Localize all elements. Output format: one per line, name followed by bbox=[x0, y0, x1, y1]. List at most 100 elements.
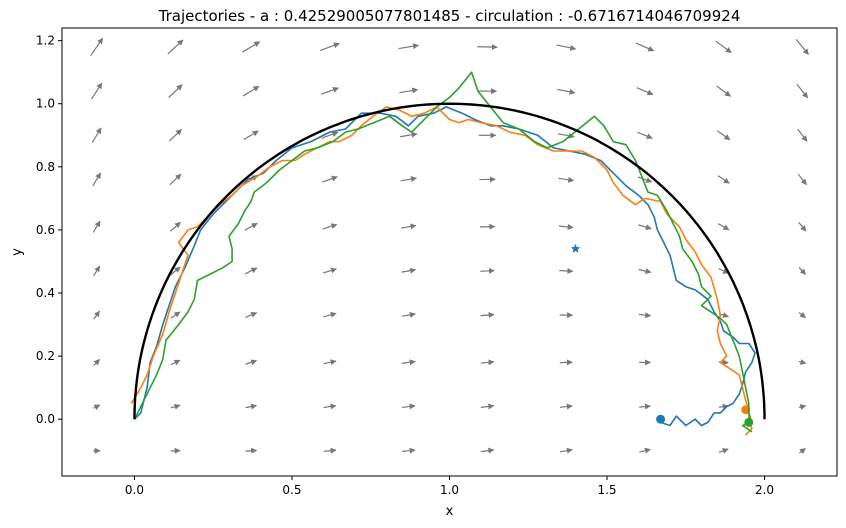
trajectory-line-2 bbox=[130, 106, 753, 436]
reference-semicircle bbox=[133, 102, 766, 420]
field-arrow bbox=[639, 447, 651, 454]
y-tick-label: 1.2 bbox=[36, 34, 55, 48]
field-arrow bbox=[399, 87, 419, 94]
star-marker bbox=[570, 243, 581, 253]
field-arrow bbox=[637, 131, 653, 140]
field-arrow bbox=[558, 176, 575, 183]
field-arrow bbox=[170, 266, 181, 276]
field-arrow bbox=[398, 43, 420, 50]
x-axis-label: x bbox=[446, 504, 454, 519]
field-arrow bbox=[322, 223, 338, 230]
field-arrow bbox=[90, 82, 103, 100]
field-arrow bbox=[798, 222, 807, 232]
field-arrow bbox=[798, 404, 807, 410]
field-arrow bbox=[718, 268, 730, 274]
field-arrow bbox=[401, 359, 416, 366]
field-arrow bbox=[93, 265, 101, 277]
field-arrow bbox=[322, 175, 338, 183]
field-arrow bbox=[170, 359, 181, 366]
field-arrow bbox=[559, 447, 573, 454]
field-arrow bbox=[244, 222, 258, 231]
field-arrow bbox=[243, 130, 259, 141]
field-arrow bbox=[401, 311, 416, 318]
field-arrow bbox=[402, 403, 416, 410]
field-arrow bbox=[169, 173, 182, 186]
field-arrow bbox=[170, 311, 181, 319]
y-axis: 0.0 0.2 0.4 0.6 0.8 1.0 1.2 bbox=[36, 34, 62, 426]
field-arrow bbox=[718, 448, 729, 454]
field-arrow bbox=[323, 359, 337, 366]
field-arrow bbox=[480, 267, 495, 274]
field-arrow bbox=[244, 267, 258, 275]
field-arrow bbox=[93, 404, 101, 411]
x-tick-label: 0.5 bbox=[282, 483, 301, 497]
field-arrow bbox=[320, 42, 340, 51]
field-arrow bbox=[559, 403, 573, 410]
y-tick-label: 1.0 bbox=[36, 97, 55, 111]
field-arrow bbox=[637, 176, 653, 183]
x-tick-label: 1.5 bbox=[597, 483, 616, 497]
field-arrow bbox=[245, 312, 258, 318]
field-arrow bbox=[242, 85, 260, 97]
field-arrow bbox=[798, 447, 806, 455]
field-arrow bbox=[557, 88, 576, 95]
field-arrow bbox=[798, 311, 807, 319]
field-arrow bbox=[92, 172, 102, 187]
field-arrow bbox=[320, 86, 340, 95]
y-tick-label: 0.6 bbox=[36, 223, 55, 237]
field-arrow bbox=[795, 39, 809, 55]
field-arrow bbox=[323, 403, 337, 410]
field-arrow bbox=[479, 223, 496, 230]
field-arrow bbox=[480, 359, 495, 366]
field-arrow bbox=[716, 130, 731, 141]
field-arrow bbox=[559, 268, 574, 275]
field-arrow bbox=[717, 175, 730, 184]
field-arrow bbox=[322, 267, 337, 274]
y-tick-label: 0.4 bbox=[36, 286, 55, 300]
field-arrow bbox=[797, 128, 808, 142]
field-arrow bbox=[170, 403, 181, 410]
y-tick-label: 0.0 bbox=[36, 412, 55, 426]
field-arrow bbox=[717, 223, 730, 231]
x-tick-label: 0.0 bbox=[125, 483, 144, 497]
y-tick-label: 0.8 bbox=[36, 160, 55, 174]
field-arrow bbox=[636, 87, 654, 96]
field-arrow bbox=[401, 223, 417, 230]
field-arrow bbox=[245, 359, 258, 366]
x-axis: 0.0 0.5 1.0 1.5 2.0 bbox=[125, 476, 774, 497]
field-arrow bbox=[639, 403, 651, 410]
x-tick-label: 1.0 bbox=[440, 483, 459, 497]
field-arrow bbox=[797, 173, 807, 186]
field-arrow bbox=[638, 268, 652, 275]
field-arrow bbox=[242, 41, 261, 53]
field-arrow bbox=[93, 310, 100, 320]
field-arrow bbox=[556, 44, 577, 51]
y-axis-label: y bbox=[10, 248, 25, 256]
trajectory-line-3 bbox=[133, 71, 753, 433]
trajectory-end-marker-1 bbox=[656, 414, 666, 424]
field-arrow bbox=[480, 447, 495, 454]
field-arrow bbox=[480, 403, 495, 410]
field-arrow bbox=[796, 83, 809, 99]
trajectory-end-marker-3 bbox=[744, 417, 754, 427]
field-arrow bbox=[400, 176, 418, 182]
field-arrow bbox=[323, 447, 337, 454]
field-arrow bbox=[558, 223, 574, 230]
field-arrow bbox=[321, 131, 339, 139]
field-arrow bbox=[635, 42, 655, 52]
field-arrow bbox=[399, 131, 418, 138]
field-arrow bbox=[168, 84, 183, 98]
field-arrow bbox=[716, 85, 731, 97]
field-arrow bbox=[168, 129, 182, 142]
field-arrow bbox=[401, 447, 416, 454]
field-arrow bbox=[92, 220, 101, 233]
field-arrow bbox=[245, 403, 258, 410]
field-arrow bbox=[169, 221, 181, 232]
trajectory-end-marker-2 bbox=[741, 405, 751, 415]
field-arrow bbox=[90, 37, 104, 57]
trajectory-line-1 bbox=[133, 106, 756, 427]
field-arrow bbox=[715, 40, 732, 54]
field-arrow bbox=[557, 132, 575, 139]
x-tick-label: 2.0 bbox=[755, 483, 774, 497]
